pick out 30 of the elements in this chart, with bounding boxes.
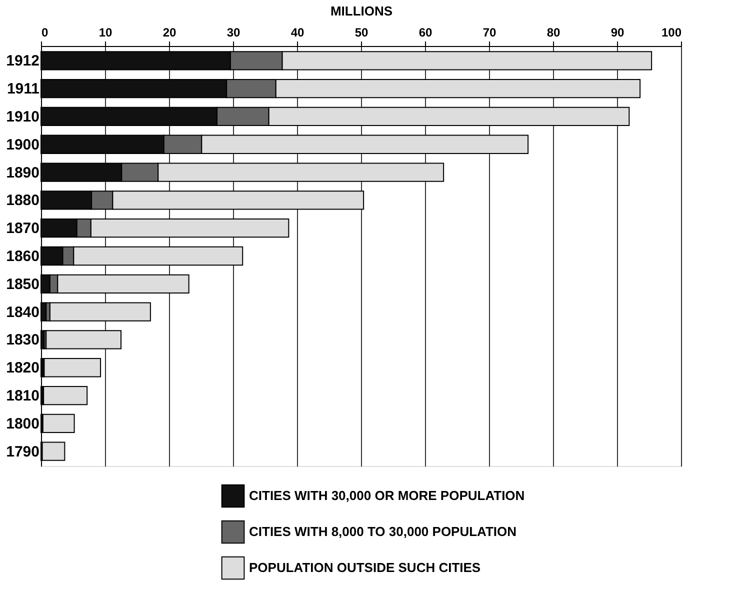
x-tick-label: 70 [482, 26, 496, 40]
x-tick-label: 80 [546, 26, 560, 40]
y-tick-label: 1830 [6, 332, 40, 349]
x-tick-label: 100 [661, 26, 682, 40]
x-tick-label: 20 [162, 26, 176, 40]
y-tick-label: 1860 [6, 248, 40, 265]
legend-label: CITIES WITH 30,000 OR MORE POPULATION [249, 488, 525, 503]
x-tick-label: 90 [610, 26, 624, 40]
y-tick-label: 1900 [6, 136, 40, 154]
x-tick-label: 30 [226, 26, 240, 40]
y-tick-label: 1850 [6, 276, 40, 293]
y-tick-label: 1820 [6, 360, 40, 377]
y-tick-label: 1890 [6, 164, 40, 182]
y-tick-label: 1910 [6, 108, 40, 126]
x-tick-label: 50 [354, 26, 368, 40]
x-tick-label: 0 [42, 26, 48, 40]
y-tick-label: 1840 [6, 304, 40, 321]
x-axis-title: MILLIONS [330, 4, 393, 18]
legend-label: POPULATION OUTSIDE SUCH CITIES [249, 560, 481, 575]
y-tick-label: 1870 [6, 220, 40, 238]
x-tick-label: 40 [290, 26, 304, 40]
y-tick-label: 1790 [6, 443, 40, 460]
y-tick-label: 1880 [6, 192, 40, 210]
y-tick-label: 1912 [6, 52, 40, 70]
x-tick-label: 60 [418, 26, 432, 40]
y-tick-label: 1800 [6, 415, 40, 432]
x-tick-label: 10 [98, 26, 112, 40]
y-tick-label: 1810 [6, 388, 40, 405]
y-tick-label: 1911 [6, 80, 40, 98]
legend-label: CITIES WITH 8,000 TO 30,000 POPULATION [249, 524, 517, 539]
